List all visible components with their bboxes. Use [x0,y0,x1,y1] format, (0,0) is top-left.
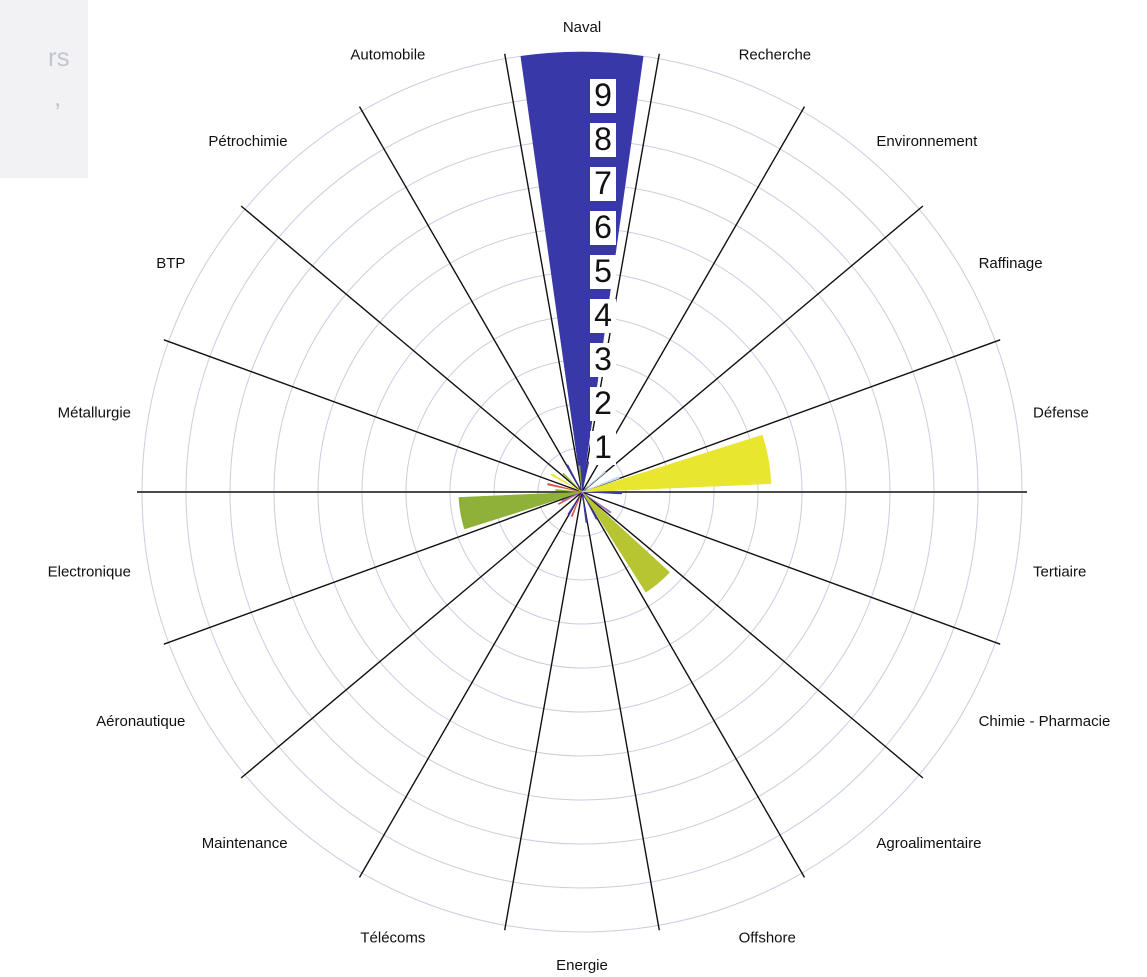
spoke-8 [581,491,806,878]
bar-naval-s2 [578,465,583,493]
tick-labels: 1 2 3 4 5 6 7 8 9 [590,77,616,465]
category-labels: Naval Recherche Environnement Raffinage Défe… [48,19,1111,974]
tick-box-4 [590,299,616,333]
corner-background [0,0,88,178]
tick-label-8: 8 [594,121,612,157]
spoke-12 [240,491,583,779]
bar-metallurgie-s2 [555,489,583,493]
bar-tertiaire-s1 [581,491,622,495]
spoke-16 [240,205,583,493]
category-label-chimie-pharmacie: Chimie - Pharmacie [979,713,1111,730]
bar-energie-s1 [581,491,588,523]
category-label-agroalimentaire: Agroalimentaire [876,835,981,852]
tick-box-2 [590,387,616,421]
bar-electronique-s2 [458,491,583,530]
category-label-metallurgie: Métallurgie [58,405,131,422]
tick-label-3: 3 [594,341,612,377]
spoke-11 [358,491,583,878]
category-label-offshore: Offshore [739,929,796,946]
category-label-telecoms: Télécoms [360,929,425,946]
category-label-environnement: Environnement [876,133,978,150]
tick-box-5 [590,255,616,289]
category-label-maintenance: Maintenance [202,835,288,852]
tick-box-6 [590,211,616,245]
corner-text-line-2: , [54,82,61,112]
category-label-petrochimie: Pétrochimie [208,133,287,150]
tick-box-7 [590,167,616,201]
spoke-9 [581,491,660,931]
bar-recherche-s1 [581,461,590,493]
bar-agroalimentaire-s3 [581,491,670,593]
tick-box-8 [590,123,616,157]
tick-label-7: 7 [594,165,612,201]
bar-metallurgie-s5 [547,482,583,493]
tick-label-9: 9 [594,77,612,113]
category-label-naval: Naval [563,19,601,36]
category-label-tertiaire: Tertiaire [1033,564,1086,581]
corner-text-line-1: rs [48,42,70,72]
tick-label-5: 5 [594,253,612,289]
spoke-7 [581,491,924,779]
data-bars [458,51,772,593]
category-label-defense: Défense [1033,405,1089,422]
tick-label-2: 2 [594,385,612,421]
spoke-15 [163,339,583,493]
category-label-recherche: Recherche [739,47,812,64]
bar-defense-s4 [581,434,772,493]
tick-box-9 [590,79,616,113]
bar-aeronautique-s5 [557,491,583,505]
bar-automobile-s1 [566,464,583,493]
bar-offshore-s1 [581,491,598,520]
tick-box-3 [590,343,616,377]
category-label-automobile: Automobile [350,47,425,64]
spoke-4 [581,339,1001,493]
bar-raffinage-s7 [581,476,620,493]
spoke-3 [581,205,924,493]
category-label-energie: Energie [556,957,608,974]
tick-label-4: 4 [594,297,612,333]
tick-label-6: 6 [594,209,612,245]
spoke-17 [358,106,583,493]
category-label-btp: BTP [156,255,185,272]
spoke-18 [504,53,583,493]
bar-maintenance-s1 [567,491,583,516]
spoke-6 [581,491,1001,645]
spoke-2 [581,106,806,493]
bar-petrochimie-s2 [562,472,583,493]
category-label-electronique: Electronique [48,564,131,581]
corner-fragment: rs , [0,0,88,178]
category-label-aeronautique: Aéronautique [96,713,185,730]
tick-label-1: 1 [594,429,612,465]
spoke-10 [504,491,583,931]
bar-environnement-s7 [581,470,606,493]
bar-naval-s1 [520,51,644,493]
category-label-raffinage: Raffinage [979,255,1043,272]
bar-telecoms-s5 [570,491,583,517]
bar-btp-s4 [550,473,583,493]
bar-aeronautique-s6 [561,491,583,502]
bar-chimie-pharmacie-s6 [581,491,612,514]
spoke-13 [163,491,583,645]
tick-box-1 [590,431,616,465]
